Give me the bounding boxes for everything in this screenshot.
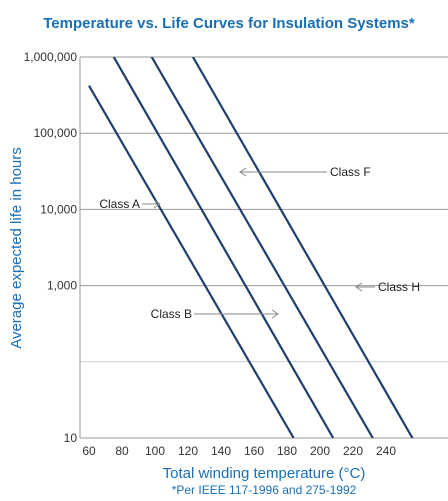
annotation-class-b-label: Class B xyxy=(151,307,192,321)
x-tick-label: 160 xyxy=(244,444,264,458)
x-axis-label: Total winding temperature (°C) xyxy=(163,465,366,482)
x-tick-label: 120 xyxy=(178,444,198,458)
x-tick-label: 200 xyxy=(310,444,330,458)
series-line-class-a xyxy=(88,85,295,438)
y-tick-label: 1,000,000 xyxy=(24,50,78,64)
annotation-class-b-arrowhead xyxy=(271,309,279,319)
y-axis-label: Average expected life in hours xyxy=(8,147,25,349)
annotation-class-f-label: Class F xyxy=(330,165,371,179)
annotations: Class A Class B Class F Class H xyxy=(99,165,420,321)
x-tick-label: 220 xyxy=(343,444,363,458)
series-line-class-h xyxy=(191,57,414,438)
series-line-class-f xyxy=(150,57,374,438)
x-tick-label: 100 xyxy=(145,444,165,458)
x-tick-label: 60 xyxy=(82,444,96,458)
series-line-class-b xyxy=(112,57,335,438)
x-tick-label: 240 xyxy=(376,444,396,458)
x-ticks: 60 80 100 120 140 160 180 200 220 240 xyxy=(82,444,396,458)
footnote: *Per IEEE 117-1996 and 275-1992 xyxy=(172,483,357,497)
series-lines xyxy=(88,57,414,438)
y-tick-label: 10 xyxy=(64,431,78,445)
y-tick-label: 1,000 xyxy=(47,279,77,293)
annotation-class-h-arrowhead xyxy=(355,282,363,292)
x-tick-label: 140 xyxy=(211,444,231,458)
x-tick-label: 80 xyxy=(115,444,129,458)
annotation-class-f-arrowhead xyxy=(239,167,247,177)
annotation-class-a-arrowhead xyxy=(153,199,161,209)
y-tick-label: 10,000 xyxy=(40,202,77,216)
annotation-class-h-label: Class H xyxy=(378,280,420,294)
y-tick-label: 100,000 xyxy=(34,126,78,140)
y-ticks: 1,000,000 100,000 10,000 1,000 10 xyxy=(24,50,78,445)
x-tick-label: 180 xyxy=(277,444,297,458)
chart-title: Temperature vs. Life Curves for Insulati… xyxy=(43,15,415,32)
annotation-class-a-label: Class A xyxy=(99,197,140,211)
grid xyxy=(79,56,448,439)
